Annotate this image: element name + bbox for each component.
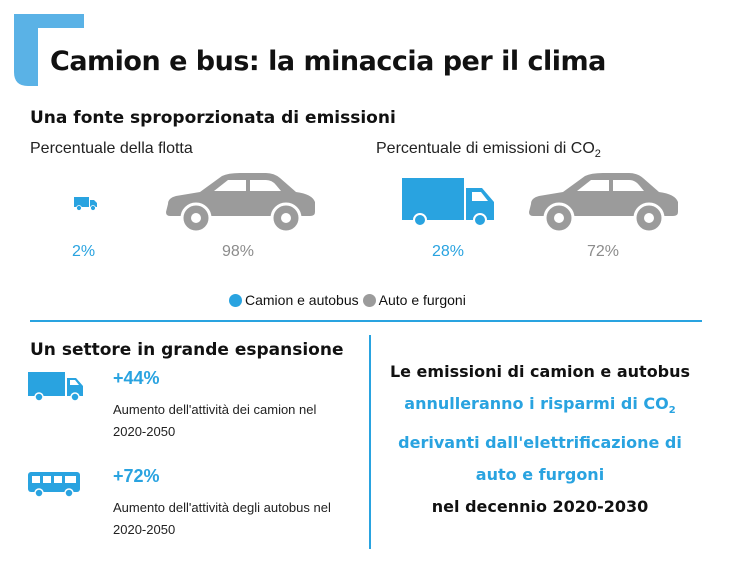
legend-label-trucks: Camion e autobus xyxy=(245,292,359,308)
bus-growth-value: +72% xyxy=(113,466,160,486)
section-heading-growth: Un settore in grande espansione xyxy=(30,340,344,360)
truck-icon xyxy=(28,372,83,402)
statement-line-2: annulleranno i risparmi di CO2 xyxy=(404,394,676,417)
section-heading-emissions: Una fonte sproporzionata di emissioni xyxy=(30,108,396,128)
truck-growth-desc: Aumento dell'attività dei camion nel 202… xyxy=(113,402,317,439)
truck-growth-value: +44% xyxy=(113,368,160,388)
legend: Camion e autobus Auto e furgoni xyxy=(229,292,470,308)
truck-icon xyxy=(402,178,494,226)
small-truck-icon xyxy=(74,197,97,211)
emissions-cars-pct: 72% xyxy=(587,243,620,260)
page-title: Camion e bus: la minaccia per il clima xyxy=(50,46,606,77)
corner-decoration xyxy=(14,14,84,86)
vertical-divider xyxy=(369,335,371,549)
statement-line-5: nel decennio 2020-2030 xyxy=(431,497,649,517)
horizontal-divider xyxy=(30,320,702,322)
car-icon xyxy=(166,173,315,234)
statement-line-1: Le emissioni di camion e autobus xyxy=(389,362,691,381)
statement-line-4: auto e furgoni xyxy=(475,465,605,485)
bus-icon xyxy=(28,472,80,498)
fleet-trucks-pct: 2% xyxy=(72,243,96,260)
car-icon-emissions xyxy=(529,173,678,234)
bus-growth-desc: Aumento dell'attività degli autobus nel … xyxy=(113,500,331,537)
legend-dot-cars xyxy=(362,293,376,307)
legend-label-cars: Auto e furgoni xyxy=(378,292,466,308)
legend-dot-trucks xyxy=(229,293,242,307)
emissions-trucks-pct: 28% xyxy=(432,243,465,260)
fleet-cars-pct: 98% xyxy=(222,243,255,260)
legend-item-trucks: Camion e autobus xyxy=(229,292,359,308)
emissions-label: Percentuale di emissioni di CO2 xyxy=(376,140,601,161)
statement-block: Le emissioni di camion e autobus annulle… xyxy=(380,356,700,523)
fleet-label: Percentuale della flotta xyxy=(30,140,193,157)
legend-item-cars: Auto e furgoni xyxy=(362,292,466,308)
statement-line-3: derivanti dall'elettrificazione di xyxy=(398,433,682,453)
